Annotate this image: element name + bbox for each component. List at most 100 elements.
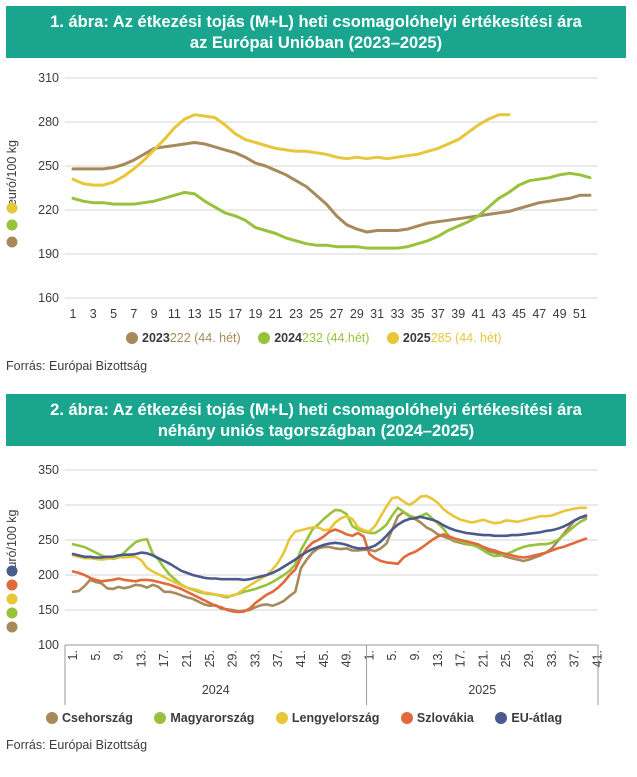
series-line-2023 xyxy=(71,141,592,234)
legend2-item-eu: EU-átlag xyxy=(495,711,562,725)
x-tick-label: 3 xyxy=(90,307,97,321)
x-tick-label: 11 xyxy=(168,307,181,321)
legend1-value: 285 (44. hét) xyxy=(430,331,502,345)
chart1-legend: 2023222 (44. hét) 2024232 (44.hét) 20252… xyxy=(126,331,516,345)
y-tick-label: 160 xyxy=(38,291,59,305)
legend2-item-hu: Magyarország xyxy=(154,711,254,725)
series-marker-dot xyxy=(6,236,18,248)
x-tick-label: 5. xyxy=(89,650,103,660)
x-tick-label: 29. xyxy=(522,650,536,667)
series-marker-dot xyxy=(6,219,18,231)
chart2-title-line2: néhány uniós tagországban (2024–2025) xyxy=(157,422,475,440)
x-tick-label: 51 xyxy=(573,307,587,321)
x-tick-label: 17. xyxy=(454,650,468,667)
x-tick-label: 49 xyxy=(553,307,567,321)
legend1-value: 222 (44. hét) xyxy=(169,331,241,345)
x-tick-label: 29. xyxy=(226,650,240,667)
y-axis-label: euró/100 kg xyxy=(5,509,19,575)
legend1-dot-2024 xyxy=(258,332,271,344)
x-tick-label: 31 xyxy=(370,307,384,321)
legend2-dot-sk xyxy=(400,712,413,724)
y-tick-label: 250 xyxy=(38,533,59,547)
group-label: 2025 xyxy=(468,683,496,697)
y-tick-label: 310 xyxy=(38,71,59,85)
legend2-item-sk: Szlovákia xyxy=(400,711,474,725)
legend2-label: Szlovákia xyxy=(416,711,474,725)
series-line-Csehország xyxy=(71,510,588,613)
legend1-item-2023: 2023222 (44. hét) xyxy=(126,331,241,345)
legend2-label: Magyarország xyxy=(170,711,255,725)
x-tick-label: 41 xyxy=(472,307,486,321)
x-tick-label: 35 xyxy=(411,307,425,321)
x-tick-label: 25. xyxy=(499,650,513,667)
y-tick-label: 250 xyxy=(38,159,59,173)
x-tick-label: 21. xyxy=(476,650,490,667)
x-tick-label: 5. xyxy=(385,650,399,660)
series-line-2024 xyxy=(71,171,592,250)
legend2-item-cz: Csehország xyxy=(46,711,133,725)
x-tick-label: 33. xyxy=(545,650,559,667)
x-tick-label: 29 xyxy=(350,307,364,321)
x-tick-label: 19 xyxy=(249,307,263,321)
x-tick-label: 1. xyxy=(362,650,376,660)
legend1-year: 2023 xyxy=(142,331,170,345)
y-tick-label: 100 xyxy=(38,638,59,652)
legend2-dot-cz xyxy=(46,712,58,724)
y-tick-label: 150 xyxy=(38,603,59,617)
legend1-value: 232 (44.hét) xyxy=(302,331,370,345)
series-marker-dot xyxy=(6,579,18,591)
y-tick-label: 200 xyxy=(38,568,59,582)
legend2-item-pl: Lengyelország xyxy=(275,711,379,725)
x-tick-label: 23 xyxy=(289,307,303,321)
x-tick-label: 17 xyxy=(228,307,242,321)
legend1-item-2024: 2024232 (44.hét) xyxy=(258,331,369,345)
x-tick-label: 9 xyxy=(151,307,158,321)
x-tick-label: 17. xyxy=(157,650,171,667)
series-line-Lengyelország xyxy=(71,494,588,598)
legend1-dot-2025 xyxy=(386,332,399,344)
chart1-source: Forrás: Európai Bizottság xyxy=(6,359,148,373)
x-tick-label: 1. xyxy=(66,650,80,660)
x-tick-label: 41. xyxy=(294,650,308,667)
x-tick-label: 45 xyxy=(512,307,526,321)
y-tick-label: 350 xyxy=(38,463,59,477)
chart1-title: 1. ábra: Az étkezési tojás (M+L) heti cs… xyxy=(6,6,626,58)
chart2-legend: Csehország Magyarország Lengyelország Sz… xyxy=(46,711,580,725)
chart2-title-line1: 2. ábra: Az étkezési tojás (M+L) heti cs… xyxy=(50,401,582,419)
x-tick-label: 13. xyxy=(431,650,445,667)
x-tick-label: 41. xyxy=(590,650,604,667)
x-tick-label: 25. xyxy=(203,650,217,667)
series-marker-dot xyxy=(6,607,18,619)
legend1-year: 2025 xyxy=(402,331,431,345)
x-tick-label: 37. xyxy=(271,650,285,667)
x-tick-label: 33 xyxy=(390,307,404,321)
series-line-Szlovákia xyxy=(71,528,588,614)
y-tick-label: 220 xyxy=(38,203,59,217)
legend1-dot-2023 xyxy=(126,332,138,344)
series-marker-dot xyxy=(6,593,18,605)
legend2-dot-pl xyxy=(275,712,288,724)
x-tick-label: 43 xyxy=(492,307,506,321)
group-label: 2024 xyxy=(202,683,230,697)
x-tick-label: 49. xyxy=(340,650,354,667)
x-tick-label: 13. xyxy=(134,650,148,667)
chart1-title-line2: az Európai Unióban (2023–2025) xyxy=(189,34,443,52)
x-tick-label: 37 xyxy=(431,307,445,321)
y-tick-label: 300 xyxy=(38,498,59,512)
legend2-dot-eu xyxy=(495,712,508,724)
series-marker-dot xyxy=(6,565,18,577)
legend1-year: 2024 xyxy=(274,331,302,345)
legend2-label: Csehország xyxy=(62,711,133,725)
x-tick-label: 13 xyxy=(188,307,202,321)
legend2-dot-hu xyxy=(154,712,167,724)
chart2-plot: 100 150 200 250 300 350 euró/100 kg 1. 5. 9. 13. 17… xyxy=(5,463,604,705)
x-tick-label: 15 xyxy=(208,307,222,321)
x-tick-label: 25 xyxy=(309,307,323,321)
chart2-title: 2. ábra: Az étkezési tojás (M+L) heti cs… xyxy=(6,394,626,446)
legend2-label: EU-átlag xyxy=(511,711,563,725)
x-tick-label: 9. xyxy=(112,650,126,660)
x-tick-label: 7 xyxy=(130,307,137,321)
series-marker-dot xyxy=(6,202,18,214)
series-marker-dot xyxy=(6,621,18,633)
